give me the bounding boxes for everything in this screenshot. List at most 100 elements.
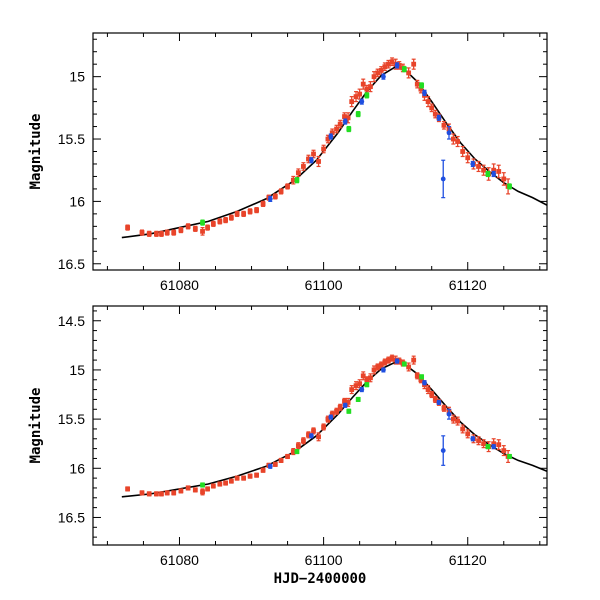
data-point-blue xyxy=(394,358,400,364)
data-point-red xyxy=(425,387,431,393)
y-axis-title: Magnitude xyxy=(28,114,44,190)
data-point-red xyxy=(178,488,184,494)
y-axis-title: Magnitude xyxy=(28,388,44,464)
data-point-red xyxy=(345,115,351,121)
data-point-red xyxy=(375,70,381,76)
panel-top: 61080 61100 61120 15 15.5 16 16.5 Magnitude xyxy=(28,32,548,293)
data-point-blue xyxy=(422,90,427,96)
data-point-red xyxy=(432,397,438,402)
data-point-red xyxy=(491,167,497,173)
data-point-red xyxy=(389,59,395,65)
data-point-red xyxy=(386,357,391,363)
data-point-blue xyxy=(308,433,314,439)
data-point-green xyxy=(364,92,370,98)
data-point-red xyxy=(411,61,417,67)
data-point-red xyxy=(501,176,507,182)
data-point-blue xyxy=(267,196,273,202)
data-point-red xyxy=(389,355,395,361)
data-point-red xyxy=(278,458,284,463)
data-point-red xyxy=(247,208,253,214)
x-tick-label: 61100 xyxy=(305,552,343,568)
data-point-red xyxy=(228,215,234,221)
data-point-red xyxy=(321,146,327,152)
data-point-red xyxy=(178,227,184,233)
data-point-red xyxy=(260,201,266,207)
data-point-red xyxy=(353,383,359,389)
data-point-red xyxy=(159,491,164,497)
data-point-blue xyxy=(328,414,334,420)
data-point-red xyxy=(360,373,366,379)
data-point-red xyxy=(306,432,311,438)
data-point-red xyxy=(316,159,321,164)
data-point-red xyxy=(345,399,351,405)
data-point-red xyxy=(450,136,456,142)
data-point-green xyxy=(419,374,425,380)
plot-frame xyxy=(92,305,548,546)
data-point-green xyxy=(401,361,407,367)
y-tick-label: 15 xyxy=(69,69,85,85)
data-point-blue xyxy=(342,402,348,408)
data-point-green xyxy=(346,126,352,132)
data-point-red xyxy=(205,225,210,230)
data-point-red xyxy=(455,418,461,424)
data-point-red xyxy=(432,111,438,117)
data-point-blue xyxy=(436,399,442,405)
data-point-red xyxy=(223,480,228,486)
data-point-red xyxy=(228,478,234,484)
x-tick-label: 61080 xyxy=(160,277,199,293)
data-point-red xyxy=(382,64,388,70)
data-point-red xyxy=(247,473,253,479)
series-green xyxy=(200,66,512,226)
data-point-red xyxy=(254,472,259,478)
series-blue xyxy=(267,358,497,469)
data-point-red xyxy=(414,81,420,87)
data-point-blue xyxy=(394,63,400,68)
data-point-red xyxy=(192,487,198,493)
data-point-blue xyxy=(359,99,365,105)
series-green xyxy=(200,361,512,488)
data-point-red xyxy=(455,139,461,144)
data-point-red xyxy=(357,91,363,97)
data-point-red xyxy=(316,434,321,440)
data-point-red xyxy=(375,364,381,370)
data-point-blue xyxy=(491,444,497,450)
data-point-red xyxy=(325,136,331,142)
data-point-red xyxy=(164,230,170,235)
y-tick-label: 16.5 xyxy=(58,256,85,272)
data-point-red xyxy=(460,426,466,432)
data-point-green xyxy=(485,444,491,450)
data-point-red xyxy=(342,114,347,119)
data-point-red xyxy=(217,218,223,224)
y-tick-label: 16.5 xyxy=(58,509,85,525)
data-point-red xyxy=(139,230,145,235)
data-point-red xyxy=(285,454,290,459)
data-point-red xyxy=(290,177,296,183)
series-red xyxy=(125,354,511,497)
data-point-red xyxy=(146,491,152,497)
data-point-red xyxy=(441,405,447,411)
data-point-red xyxy=(171,490,177,496)
data-point-red xyxy=(272,194,278,199)
data-point-red xyxy=(154,231,159,237)
data-point-red xyxy=(425,99,431,105)
data-point-red xyxy=(210,221,216,227)
data-point-red xyxy=(241,475,247,481)
data-point-red xyxy=(272,461,278,467)
data-point-red xyxy=(476,164,481,169)
data-point-red xyxy=(285,184,290,189)
data-point-red xyxy=(200,228,205,234)
data-point-green xyxy=(200,220,205,225)
model-curve xyxy=(121,361,547,498)
x-tick-label: 61080 xyxy=(160,552,199,568)
data-point-red xyxy=(234,475,240,481)
data-point-red xyxy=(260,467,266,473)
data-point-blue xyxy=(446,130,452,136)
data-point-red xyxy=(491,441,497,447)
data-point-red xyxy=(481,167,486,173)
data-point-green xyxy=(507,184,512,189)
data-point-red xyxy=(496,442,502,448)
x-tick-label: 61100 xyxy=(305,277,343,293)
data-point-blue xyxy=(470,436,476,442)
data-point-red xyxy=(371,367,377,373)
data-point-red xyxy=(429,392,435,397)
